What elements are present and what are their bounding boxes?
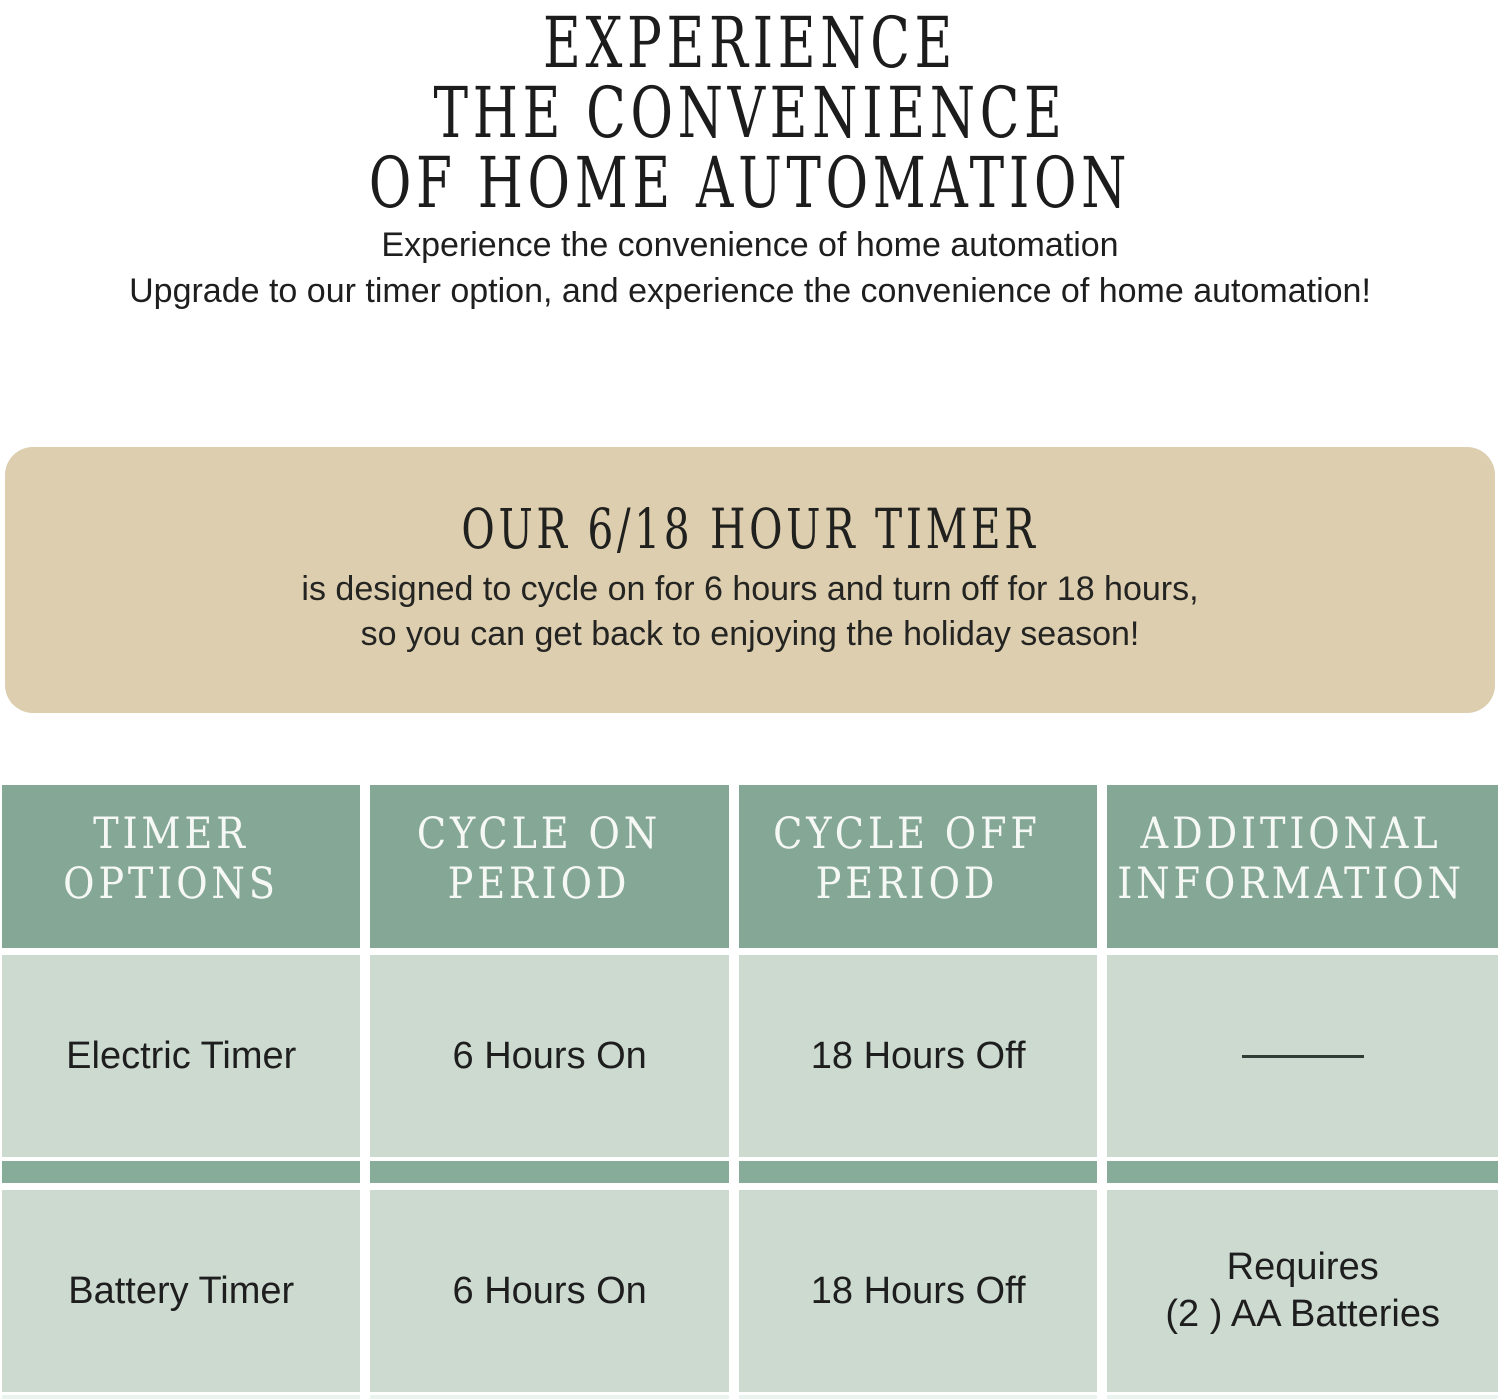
table-cell-electric-additional-info (1107, 955, 1498, 1157)
table-cell-electric-timer: Electric Timer (2, 955, 361, 1157)
subtitle-line-2: Upgrade to our timer option, and experie… (129, 272, 1371, 310)
column-header-cycle-off-period: CYCLE OFF PERIOD (738, 785, 1098, 948)
page-subtitle: Experience the convenience of home autom… (0, 222, 1500, 314)
subtitle-line-1: Experience the convenience of home autom… (381, 226, 1119, 264)
page-title: EXPERIENCE THE CONVENIENCE OF HOME AUTOM… (0, 8, 1500, 218)
table-bottom-strip (370, 1395, 729, 1399)
battery-info-line-1: Requires (1226, 1246, 1379, 1288)
promo-body-line-2: so you can get back to enjoying the holi… (360, 615, 1140, 653)
column-header-additional-information: ADDITIONAL INFORMATION (1107, 785, 1498, 948)
column-header-label: TIMER OPTIONS (62, 808, 279, 909)
column-header-label: ADDITIONAL INFORMATION (1117, 808, 1465, 909)
promo-heading: OUR 6/18 HOUR TIMER (461, 497, 1039, 561)
title-line-2: THE CONVENIENCE (433, 72, 1067, 154)
table-cell-electric-cycle-off: 18 Hours Off (738, 955, 1098, 1157)
table-cell-electric-cycle-on: 6 Hours On (370, 955, 729, 1157)
column-header-timer-options: TIMER OPTIONS (2, 785, 361, 948)
table-cell-battery-additional-info: Requires (2 ) AA Batteries (1107, 1190, 1498, 1392)
column-header-cycle-on-period: CYCLE ON PERIOD (370, 785, 729, 948)
title-line-3: OF HOME AUTOMATION (368, 142, 1132, 224)
table-bottom-strip (738, 1395, 1098, 1399)
row-separator (2, 1161, 361, 1183)
battery-info-line-2: (2 ) AA Batteries (1165, 1293, 1440, 1335)
row-separator (738, 1161, 1098, 1183)
row-separator (1107, 1161, 1498, 1183)
title-line-1: EXPERIENCE (542, 2, 958, 84)
table-bottom-strip (2, 1395, 361, 1399)
column-header-label: CYCLE OFF PERIOD (773, 808, 1042, 909)
promo-body-line-1: is designed to cycle on for 6 hours and … (301, 570, 1199, 608)
table-cell-battery-cycle-off: 18 Hours Off (738, 1190, 1098, 1392)
table-cell-battery-cycle-on: 6 Hours On (370, 1190, 729, 1392)
dash-line (1241, 1054, 1364, 1058)
table-cell-battery-timer: Battery Timer (2, 1190, 361, 1392)
row-separator (370, 1161, 729, 1183)
timer-comparison-table: TIMER OPTIONS CYCLE ON PERIOD CYCLE OFF … (2, 785, 1498, 1399)
promo-box: OUR 6/18 HOUR TIMER is designed to cycle… (5, 447, 1495, 713)
column-header-label: CYCLE ON PERIOD (416, 808, 662, 909)
table-bottom-strip (1107, 1395, 1498, 1399)
